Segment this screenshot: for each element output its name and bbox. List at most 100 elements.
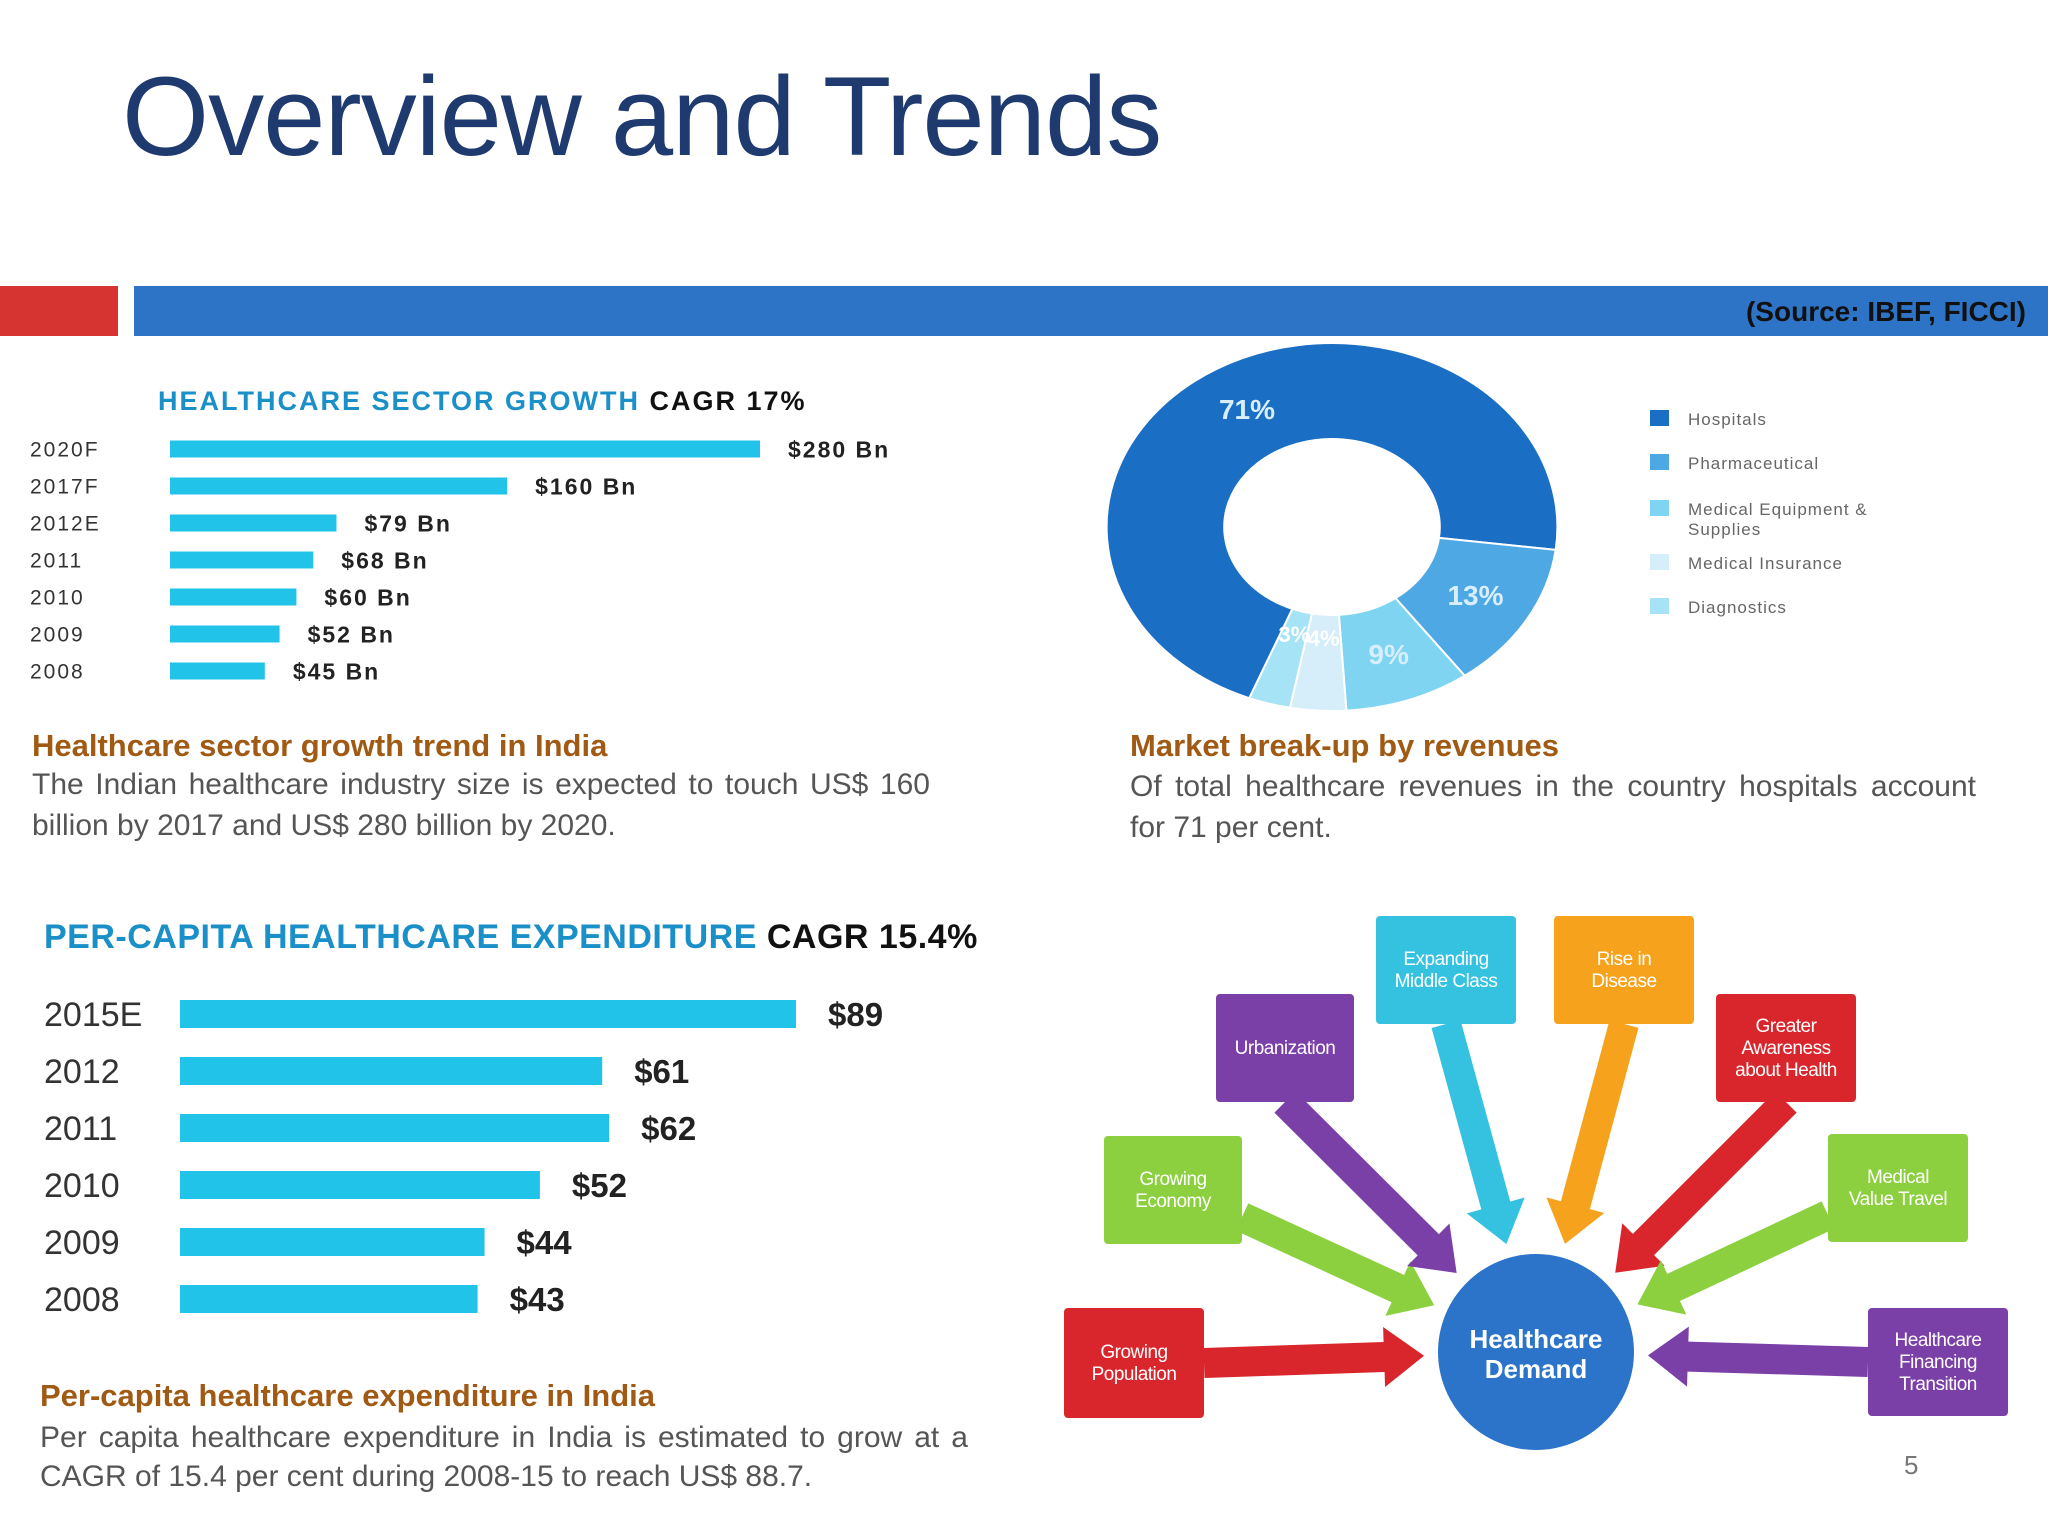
driver-label: Value Travel xyxy=(1849,1189,1947,1210)
driver-arrow xyxy=(1546,1020,1639,1244)
legend-label: Pharmaceutical xyxy=(1688,454,1819,473)
bar xyxy=(170,477,508,495)
category-label: 2017F xyxy=(30,476,100,499)
legend-swatch xyxy=(1650,410,1669,426)
bar xyxy=(180,1114,610,1142)
bar xyxy=(180,1000,796,1028)
driver-box xyxy=(1554,916,1694,1024)
slide-title: Overview and Trends xyxy=(122,54,1162,179)
driver-arrow xyxy=(1235,1203,1435,1316)
category-label: 2010 xyxy=(44,1167,120,1205)
percapita-caption-text: Per capita healthcare expenditure in Ind… xyxy=(40,1421,968,1493)
data-label: $160 Bn xyxy=(535,473,637,499)
category-label: 2011 xyxy=(30,550,83,573)
percapita-bar-chart: 2015E $89 2012 $61 2011 $62 2010 $52 2009 $44 2008… xyxy=(44,996,883,1319)
category-label: 2011 xyxy=(44,1110,117,1148)
bar xyxy=(180,1171,540,1199)
legend-label: Supplies xyxy=(1688,520,1761,539)
driver-box xyxy=(1868,1308,2008,1416)
growth-cagr-text: CAGR 17% xyxy=(649,386,807,416)
legend-label: Hospitals xyxy=(1688,410,1767,429)
percapita-chart-heading: PER-CAPITA HEALTHCARE EXPENDITURE CAGR 1… xyxy=(44,918,978,957)
data-label: $61 xyxy=(634,1053,689,1090)
market-caption-text: Of total healthcare revenues in the coun… xyxy=(1130,770,1976,844)
driver-arrow xyxy=(1615,1091,1797,1273)
data-label: $89 xyxy=(828,996,883,1033)
driver-arrow xyxy=(1203,1327,1425,1388)
driver-label: Rise in xyxy=(1597,949,1652,970)
category-label: 2009 xyxy=(44,1224,120,1262)
bar xyxy=(170,551,314,569)
data-label: $44 xyxy=(517,1224,573,1261)
legend-swatch xyxy=(1650,554,1669,570)
driver-box xyxy=(1104,1136,1242,1244)
percapita-heading-text: PER-CAPITA HEALTHCARE EXPENDITURE xyxy=(44,918,757,956)
bar xyxy=(170,625,280,643)
driver-box xyxy=(1064,1308,1204,1418)
category-label: 2012E xyxy=(30,513,101,536)
driver-label: Awareness xyxy=(1741,1038,1830,1059)
bar xyxy=(180,1285,478,1313)
category-label: 2009 xyxy=(30,624,85,647)
slice-label: 9% xyxy=(1368,639,1409,670)
legend-label: Medical Insurance xyxy=(1688,554,1843,573)
bar xyxy=(170,588,297,606)
data-label: $60 Bn xyxy=(324,584,411,610)
market-donut-chart: 71% 13% 9% 4%3% Hospitals Pharmaceutical Medi… xyxy=(1105,342,1867,712)
legend-label: Diagnostics xyxy=(1688,598,1787,617)
category-label: 2008 xyxy=(30,661,85,684)
data-label: $280 Bn xyxy=(788,436,890,462)
growth-caption-title: Healthcare sector growth trend in India xyxy=(32,728,608,763)
bar xyxy=(180,1057,603,1085)
driver-arrow xyxy=(1431,1020,1525,1244)
driver-label: Financing xyxy=(1899,1352,1977,1373)
bar xyxy=(170,514,337,532)
data-label: $52 Bn xyxy=(308,621,395,647)
red-accent-band xyxy=(0,286,118,336)
driver-label: Greater xyxy=(1756,1016,1818,1037)
slice-label: 4% xyxy=(1308,626,1340,651)
data-label: $68 Bn xyxy=(341,547,428,573)
driver-label: Growing xyxy=(1100,1342,1167,1363)
category-label: 2015E xyxy=(44,996,142,1034)
data-label: $43 xyxy=(510,1281,565,1318)
driver-arrow xyxy=(1637,1201,1835,1315)
data-label: $62 xyxy=(641,1110,696,1147)
driver-label: Expanding xyxy=(1403,949,1488,970)
donut-slice xyxy=(1105,342,1559,700)
driver-arrow xyxy=(1647,1326,1869,1387)
legend-swatch xyxy=(1650,454,1669,470)
driver-label: about Health xyxy=(1735,1060,1837,1081)
legend-swatch xyxy=(1650,500,1669,516)
driver-box xyxy=(1716,994,1856,1102)
growth-chart-heading: HEALTHCARE SECTOR GROWTH CAGR 17% xyxy=(158,386,807,417)
driver-label: Economy xyxy=(1135,1191,1212,1212)
driver-label: Healthcare xyxy=(1895,1330,1982,1351)
driver-box xyxy=(1216,994,1354,1102)
driver-label: Disease xyxy=(1591,971,1656,992)
data-label: $52 xyxy=(572,1167,627,1204)
growth-bar-chart: 2020F $280 Bn 2017F $160 Bn 2012E $79 Bn 2011 $… xyxy=(30,436,890,684)
market-caption-title: Market break-up by revenues xyxy=(1130,728,1560,763)
source-note: (Source: IBEF, FICCI) xyxy=(1745,296,2026,327)
driver-arrow xyxy=(1274,1091,1457,1273)
category-label: 2012 xyxy=(44,1053,120,1091)
page-number: 5 xyxy=(1904,1450,1919,1480)
center-label: Healthcare xyxy=(1470,1324,1603,1354)
driver-box xyxy=(1376,916,1516,1024)
blue-accent-band xyxy=(134,286,2048,336)
data-label: $45 Bn xyxy=(293,658,380,684)
center-label: Demand xyxy=(1485,1354,1588,1384)
percapita-cagr-text: CAGR 15.4% xyxy=(766,918,978,956)
driver-label: Medical xyxy=(1867,1167,1929,1188)
driver-label: Growing xyxy=(1139,1169,1206,1190)
bar xyxy=(170,662,265,680)
data-label: $79 Bn xyxy=(364,510,451,536)
category-label: 2010 xyxy=(30,587,85,610)
category-label: 2020F xyxy=(30,439,100,462)
healthcare-demand-diagram: GrowingPopulationGrowingEconomyUrbanizat… xyxy=(1064,916,2008,1450)
driver-label: Urbanization xyxy=(1235,1038,1336,1059)
percapita-caption-title: Per-capita healthcare expenditure in Ind… xyxy=(40,1378,656,1413)
bar xyxy=(180,1228,485,1256)
slice-label: 13% xyxy=(1447,580,1503,611)
